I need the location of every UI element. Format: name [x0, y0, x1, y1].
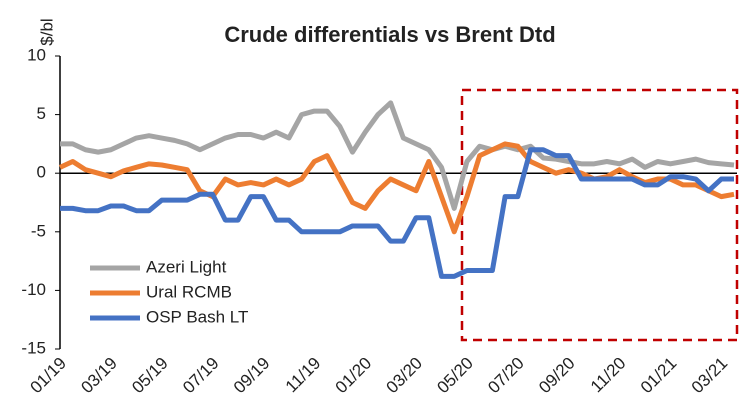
x-tick-label: 01/19: [26, 354, 70, 398]
highlight-box: [460, 88, 739, 342]
y-tick-label: -15: [21, 338, 46, 357]
y-axis-label: $/bl: [37, 18, 56, 45]
x-tick-label: 01/20: [332, 354, 376, 398]
x-tick-label: 11/19: [282, 354, 325, 397]
series-line: [58, 141, 735, 235]
x-tick-label: 11/20: [587, 354, 630, 397]
x-tick-label: 03/20: [383, 354, 427, 398]
x-tick-label: 01/21: [637, 354, 681, 398]
x-tick-label: 03/21: [688, 354, 732, 398]
y-tick-label: -5: [31, 221, 46, 240]
x-tick-label: 03/19: [77, 354, 121, 398]
chart-title: Crude differentials vs Brent Dtd: [224, 22, 555, 47]
y-tick-label: -10: [21, 280, 46, 299]
legend-label: OSP Bash LT: [146, 307, 248, 326]
series-line: [60, 100, 735, 211]
y-tick-label: 0: [37, 163, 46, 182]
series-line: [60, 147, 734, 279]
x-tick-label: 09/19: [230, 354, 274, 398]
x-tick-label: 09/20: [535, 354, 579, 398]
legend-label: Azeri Light: [146, 257, 227, 276]
y-tick-label: 5: [37, 104, 46, 123]
x-tick-label: 05/19: [128, 354, 172, 398]
y-tick-label: 10: [27, 45, 46, 64]
legend-label: Ural RCMB: [146, 282, 232, 301]
x-tick-label: 07/20: [484, 354, 528, 398]
x-tick-label: 07/19: [179, 354, 223, 398]
x-tick-label: 05/20: [433, 354, 477, 398]
